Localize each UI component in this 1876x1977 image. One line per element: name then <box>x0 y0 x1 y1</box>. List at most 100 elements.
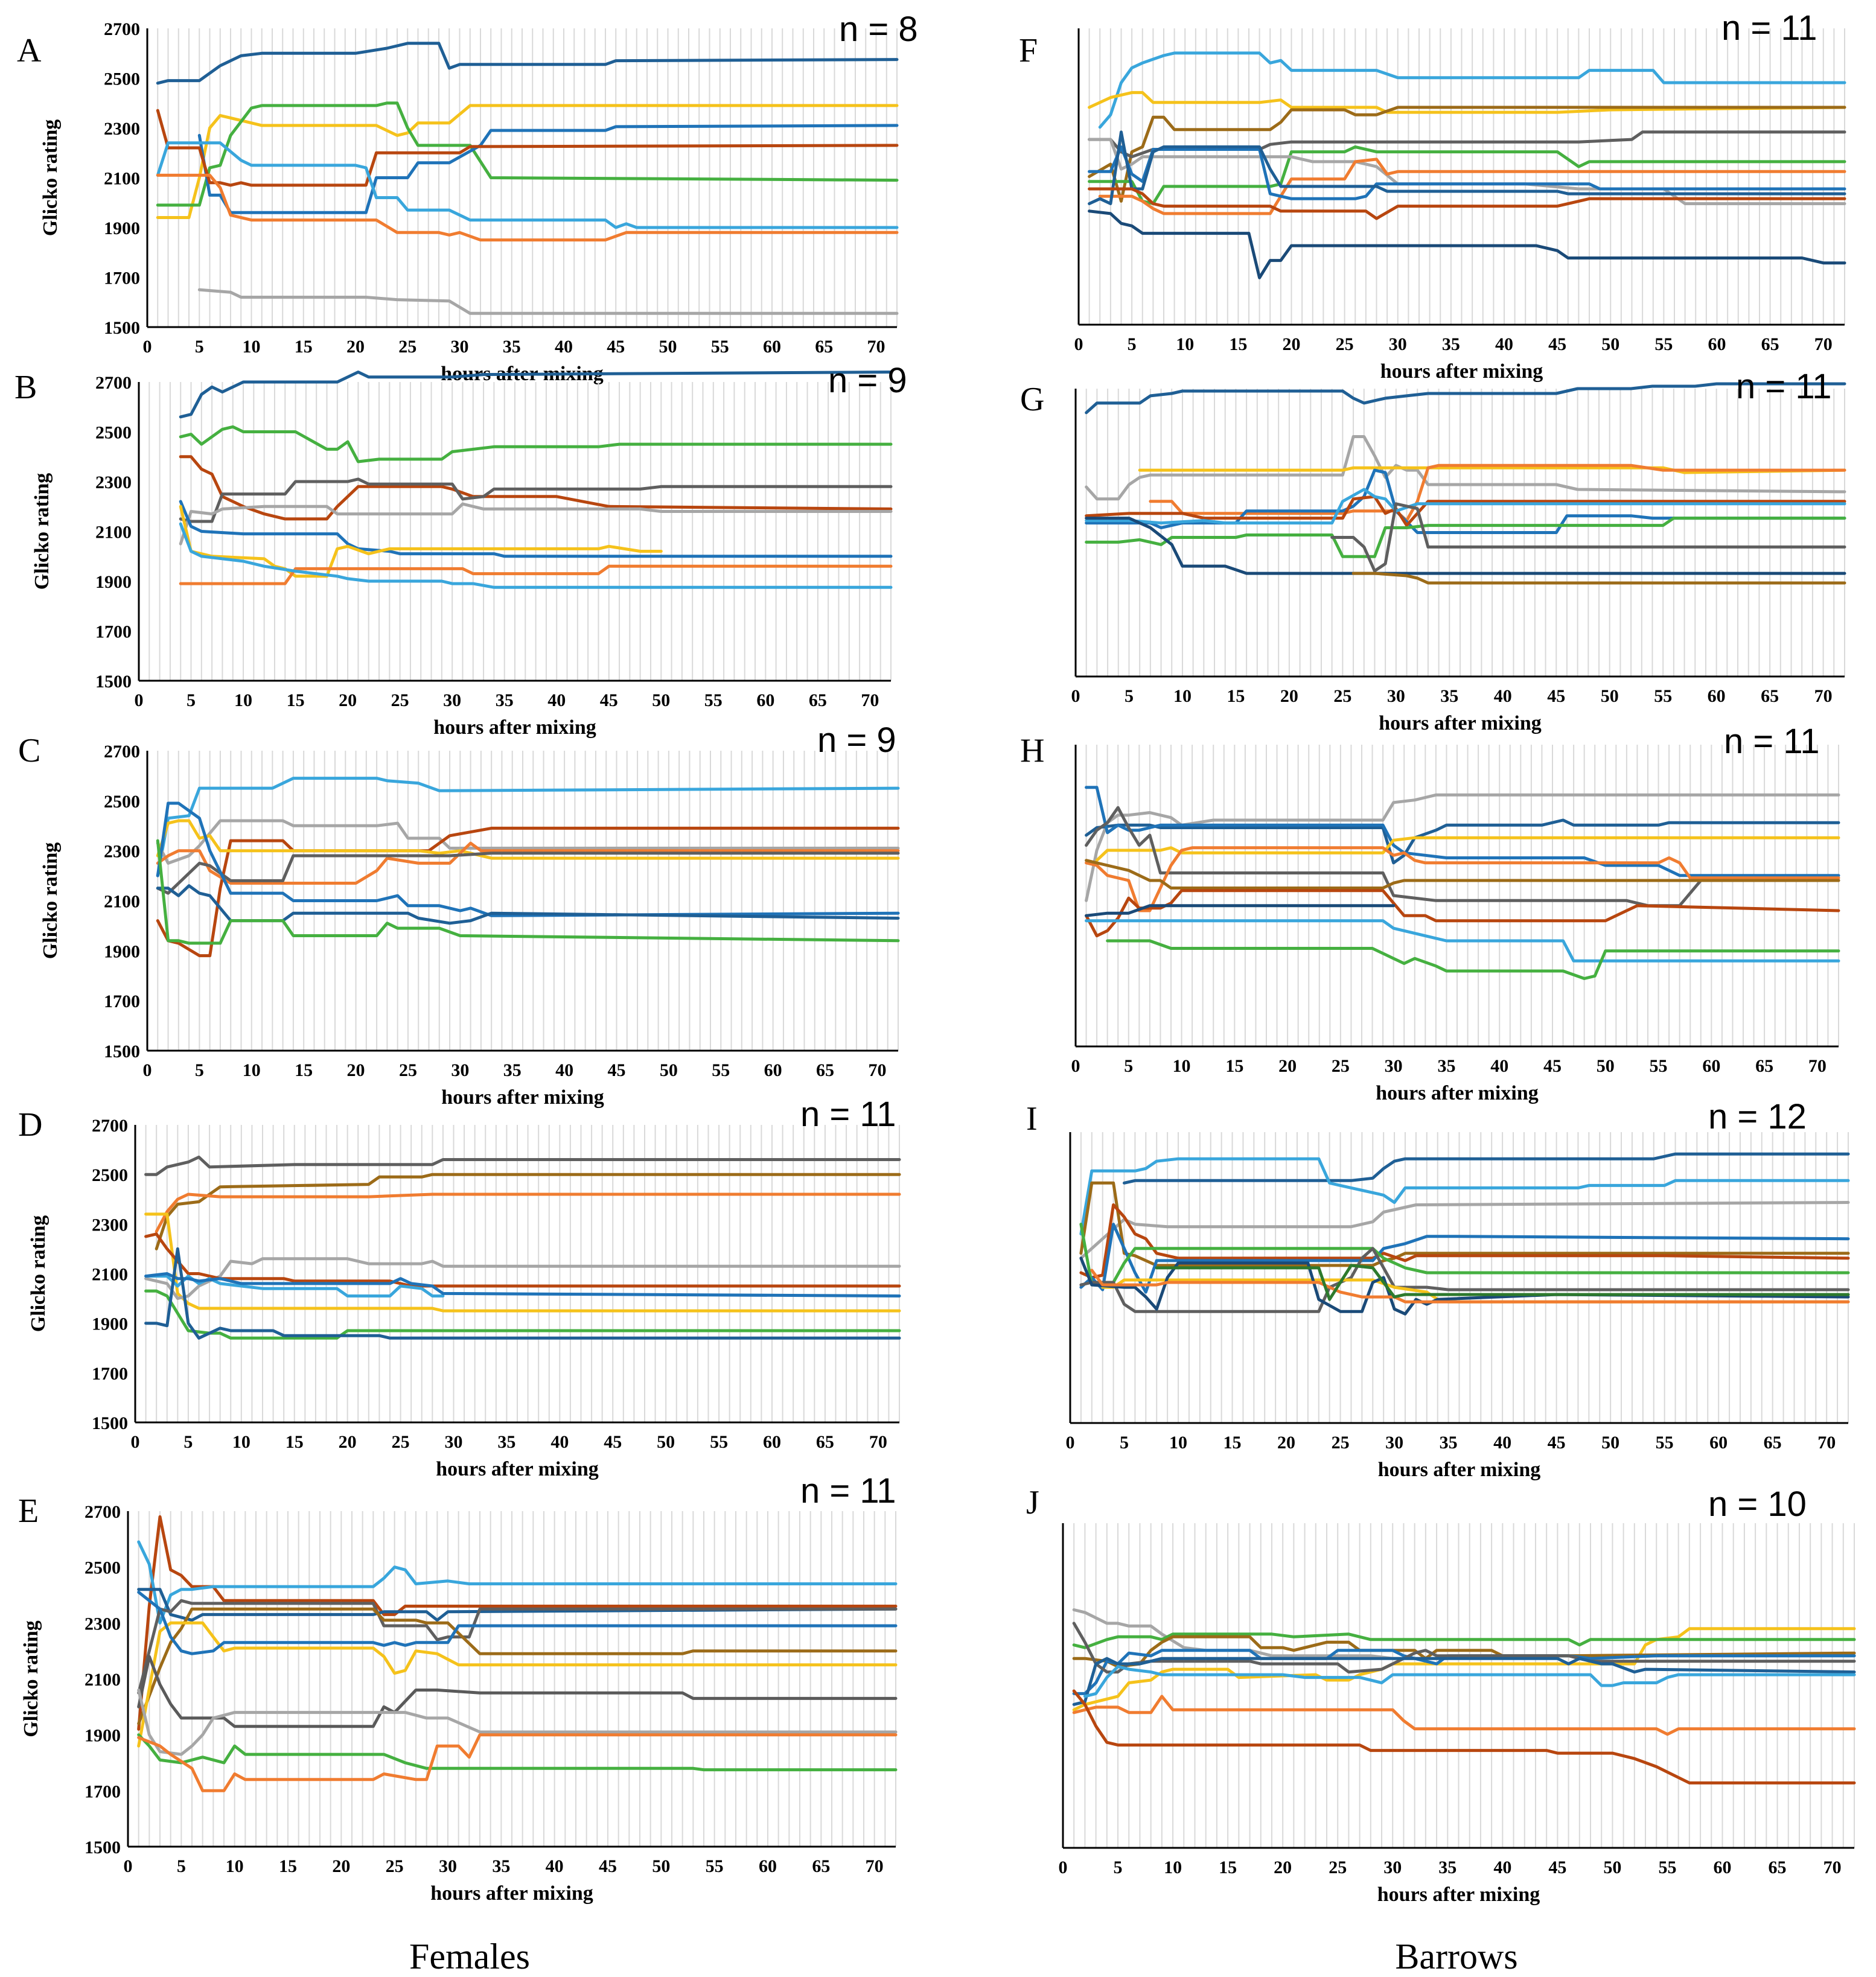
x-tick-label: 0 <box>131 1432 140 1452</box>
panel-i: 0 5 10 15 20 25 30 35 40 45 50 55 60 65 70 I n = 12 hours… <box>1026 1097 1850 1481</box>
x-tick-label: 20 <box>1277 1433 1295 1453</box>
x-tick-label: 70 <box>867 337 885 357</box>
series-line-2 <box>156 104 899 219</box>
x-tick-label: 40 <box>1495 334 1513 354</box>
series-line-8 <box>137 1655 898 1728</box>
x-tick-label: 60 <box>763 1432 781 1452</box>
x-tick-label: 50 <box>1601 1433 1619 1453</box>
series-line-4 <box>1079 1181 1850 1267</box>
x-axis-title: hours after mixing <box>1377 1883 1540 1906</box>
x-tick-label: 50 <box>1597 1056 1615 1076</box>
x-tick-label: 0 <box>1071 1056 1080 1076</box>
series-line-8 <box>156 884 900 925</box>
x-tick-label: 55 <box>712 1060 730 1080</box>
x-tick-label: 5 <box>1120 1433 1129 1453</box>
x-tick-label: 30 <box>1383 1858 1402 1877</box>
y-tick-label: 2500 <box>104 69 140 89</box>
x-tick-label: 10 <box>1173 686 1192 706</box>
x-tick-label: 30 <box>1385 1433 1403 1453</box>
x-tick-label: 60 <box>1708 334 1726 354</box>
x-tick-label: 5 <box>195 337 204 357</box>
x-tick-label: 5 <box>187 690 196 710</box>
series-line-9 <box>1072 1695 1856 1736</box>
y-tick-label: 2700 <box>104 19 140 39</box>
series-line-1 <box>156 777 900 877</box>
series-line-8 <box>1085 889 1840 938</box>
group-label-barrows: Barrows <box>1395 1937 1517 1976</box>
x-tick-label: 65 <box>816 1060 834 1080</box>
series-line-10 <box>1085 517 1846 575</box>
panel-letter: A <box>17 32 42 69</box>
series-line-3 <box>155 1192 901 1234</box>
series-line-7 <box>1098 158 1846 215</box>
series-line-8 <box>179 564 893 585</box>
x-tick-label: 35 <box>503 1060 522 1080</box>
series-line-2 <box>1079 1157 1850 1236</box>
series-line-8 <box>197 288 899 315</box>
series-line-2 <box>137 1540 898 1625</box>
x-tick-label: 0 <box>1066 1433 1075 1453</box>
x-tick-label: 40 <box>547 690 566 710</box>
y-tick-label: 2300 <box>85 1614 121 1634</box>
series-line-1 <box>1085 382 1846 415</box>
x-tick-label: 0 <box>1074 334 1083 354</box>
series-line-6 <box>156 852 900 895</box>
x-tick-label: 0 <box>124 1856 133 1876</box>
series-line-11 <box>137 1733 898 1792</box>
x-tick-label: 10 <box>243 337 261 357</box>
x-tick-label: 5 <box>1128 334 1137 354</box>
y-tick-label: 2100 <box>95 523 132 543</box>
x-tick-label: 60 <box>756 690 774 710</box>
x-tick-label: 10 <box>232 1432 250 1452</box>
x-tick-label: 55 <box>1654 334 1673 354</box>
series-line-3 <box>1079 1201 1850 1260</box>
x-tick-label: 10 <box>243 1060 261 1080</box>
series-line-4 <box>144 1212 901 1313</box>
x-tick-label: 70 <box>869 1432 887 1452</box>
y-tick-label: 1900 <box>104 941 140 961</box>
y-tick-label: 2500 <box>92 1165 128 1185</box>
y-tick-label: 1500 <box>85 1838 121 1858</box>
series-line-6 <box>156 141 899 229</box>
series-line-3 <box>1085 786 1840 877</box>
group-label-females: Females <box>409 1937 530 1976</box>
x-tick-label: 25 <box>386 1856 404 1876</box>
x-tick-label: 15 <box>1219 1858 1237 1877</box>
x-tick-label: 25 <box>398 337 416 357</box>
x-tick-label: 5 <box>195 1060 204 1080</box>
x-tick-label: 50 <box>660 1060 678 1080</box>
panel-c: 0 5 10 15 20 25 30 35 40 45 50 55 60 65 70 1500 1700 1900… <box>18 721 900 1109</box>
x-tick-label: 35 <box>1437 1056 1455 1076</box>
x-tick-label: 25 <box>391 690 409 710</box>
vertical-gridlines <box>1088 28 1845 325</box>
series-line-1 <box>156 42 899 85</box>
x-tick-label: 5 <box>1114 1858 1123 1877</box>
x-tick-label: 65 <box>815 337 833 357</box>
x-tick-label: 40 <box>555 337 573 357</box>
x-tick-label: 55 <box>1656 1433 1674 1453</box>
x-axis-title: hours after mixing <box>430 1882 593 1905</box>
x-tick-label: 55 <box>1658 1858 1676 1877</box>
series-line-7 <box>1085 488 1846 525</box>
series-line-9 <box>137 1689 898 1756</box>
series-line-8 <box>1079 1247 1850 1313</box>
vertical-gridlines <box>1073 1523 1855 1848</box>
x-tick-label: 60 <box>759 1856 777 1876</box>
x-tick-label: 35 <box>503 337 521 357</box>
panel-j: 0 5 10 15 20 25 30 35 40 45 50 55 60 65 70 J n = 10 hours… <box>1026 1484 1856 1906</box>
x-tick-label: 10 <box>1173 1056 1191 1076</box>
sample-size-label: n = 11 <box>800 1095 896 1134</box>
x-tick-label: 60 <box>763 337 781 357</box>
panel-h: 0 5 10 15 20 25 30 35 40 45 50 55 60 65 70 H n = 11 hours… <box>1020 722 1840 1104</box>
x-tick-label: 15 <box>1225 1056 1243 1076</box>
vertical-gridlines <box>145 1125 900 1422</box>
y-tick-label: 2500 <box>95 423 132 443</box>
x-tick-label: 5 <box>183 1432 193 1452</box>
x-tick-label: 45 <box>604 1432 622 1452</box>
x-tick-label: 0 <box>135 690 144 710</box>
x-tick-label: 60 <box>764 1060 782 1080</box>
x-tick-label: 65 <box>1769 1858 1787 1877</box>
series-line-6 <box>1079 1223 1850 1294</box>
x-tick-label: 15 <box>295 337 313 357</box>
vertical-gridlines <box>148 382 892 681</box>
